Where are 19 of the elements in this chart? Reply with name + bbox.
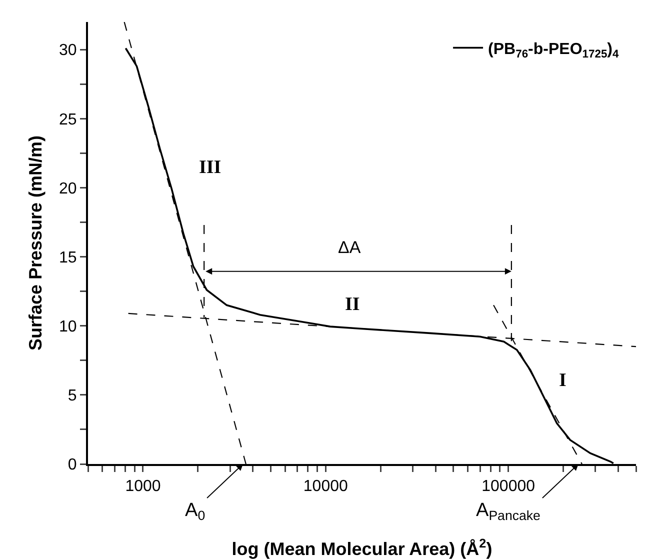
y-tick-label: 30 <box>59 42 77 60</box>
x-tick-label: 100000 <box>482 478 536 496</box>
legend-label: (PB$_{76}$-b-PEO$_{1725}$)$_{4}$ <box>488 40 620 60</box>
y-tick-label: 20 <box>59 180 77 198</box>
annotation: I <box>559 370 566 391</box>
y-tick-label: 5 <box>68 388 77 405</box>
x-tick-label: 10000 <box>303 478 348 496</box>
y-tick-label: 15 <box>59 249 77 266</box>
y-tick-label: 10 <box>59 318 77 336</box>
y-axis-title: Surface Pressure (mN/m) <box>26 135 46 351</box>
annotation: A$_{0}$ <box>185 500 206 523</box>
annotation: ΔA <box>338 238 362 257</box>
annotation: II <box>345 294 360 315</box>
x-axis-title: log (Mean Molecular Area) (Å$^{2}$) <box>232 536 492 559</box>
annotation: A$_{Pancake}$ <box>476 500 540 523</box>
y-tick-label: 0 <box>68 456 77 474</box>
y-tick-label: 25 <box>59 111 77 128</box>
annotation: III <box>199 157 222 178</box>
x-tick-label: 1000 <box>125 478 161 496</box>
